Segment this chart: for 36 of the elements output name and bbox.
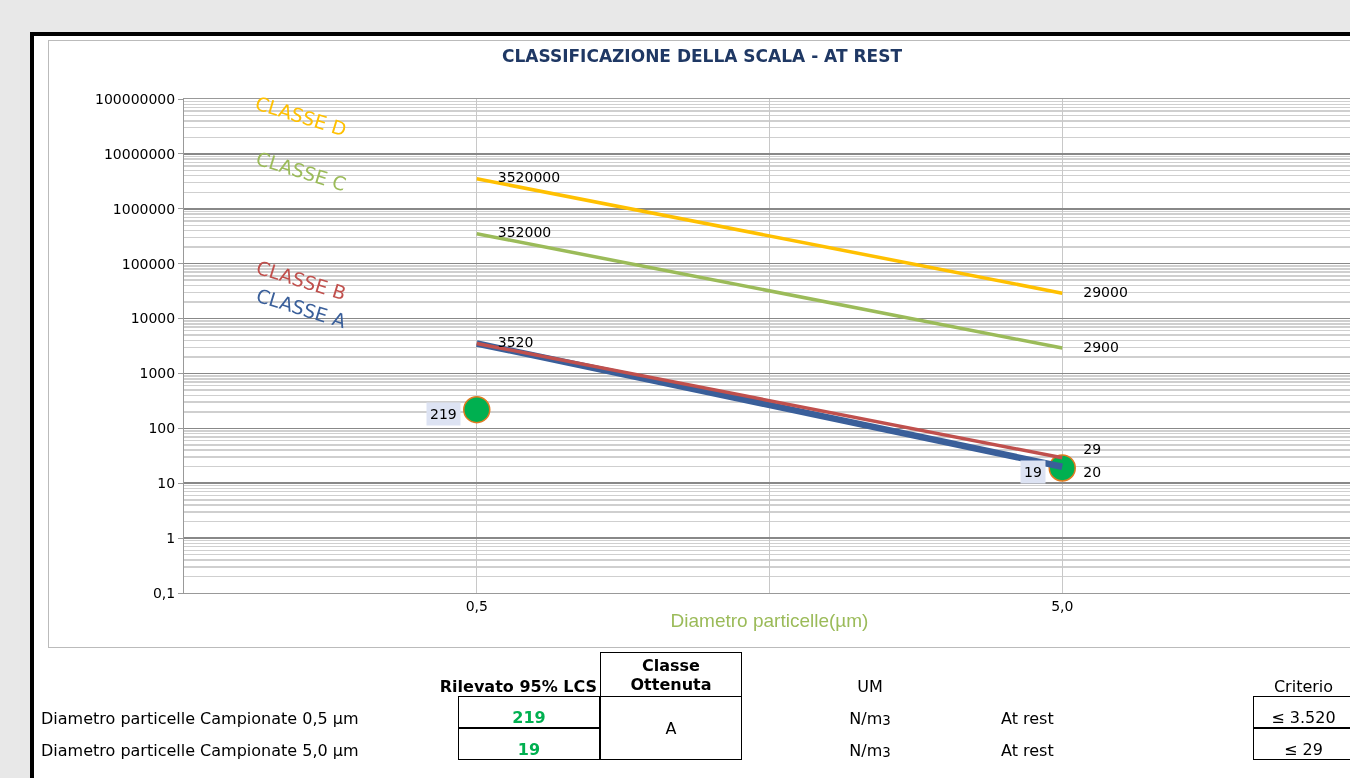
- data-label: 29: [1062, 441, 1102, 458]
- data-label: 3520000: [476, 169, 561, 186]
- y-tick-label: 100: [148, 420, 176, 437]
- x-axis-title: Diametro particelle(µm): [670, 609, 869, 631]
- y-tick-label: 10: [157, 475, 176, 492]
- text: Diametro particelle Campionate 5,0 µm: [40, 740, 360, 760]
- data-label: 352000: [476, 224, 552, 241]
- y-tick-label: 1000: [139, 365, 176, 382]
- data-label: 2900: [1062, 338, 1119, 355]
- data-label: 20: [1062, 464, 1102, 481]
- text: ≤ 3.520: [1253, 696, 1350, 728]
- data-label: 29000: [1062, 283, 1128, 300]
- y-tick-label: 10000: [130, 310, 176, 327]
- x-tick-label: 0,5: [465, 597, 488, 614]
- text: 19: [458, 728, 600, 760]
- text: Criterio: [1272, 676, 1335, 696]
- text: ≤ 29: [1253, 728, 1350, 760]
- data-label: 219: [430, 406, 457, 422]
- y-tick-label: 1000000: [112, 200, 176, 217]
- y-tick-label: 10000000: [103, 145, 176, 162]
- text: Classe Ottenuta: [600, 652, 742, 696]
- y-tick-label: 1: [166, 530, 176, 547]
- data-label: 19: [1024, 464, 1042, 480]
- text: Diametro particelle Campionate 0,5 µm: [40, 708, 360, 728]
- x-tick-label: 5,0: [1051, 597, 1074, 614]
- y-tick-label: 0,1: [152, 584, 176, 601]
- text: A: [600, 696, 742, 760]
- text: UM: [856, 676, 884, 696]
- y-tick-label: 100000000: [95, 90, 176, 107]
- text: At rest: [1000, 740, 1055, 760]
- data-label: 3520: [476, 333, 534, 350]
- text: At rest: [1000, 708, 1055, 728]
- text: 219: [458, 696, 600, 728]
- text: Rilevato 95% LCS: [439, 676, 598, 696]
- chart-title: CLASSIFICAZIONE DELLA SCALA - AT REST: [501, 45, 903, 66]
- y-tick-label: 100000: [121, 255, 176, 272]
